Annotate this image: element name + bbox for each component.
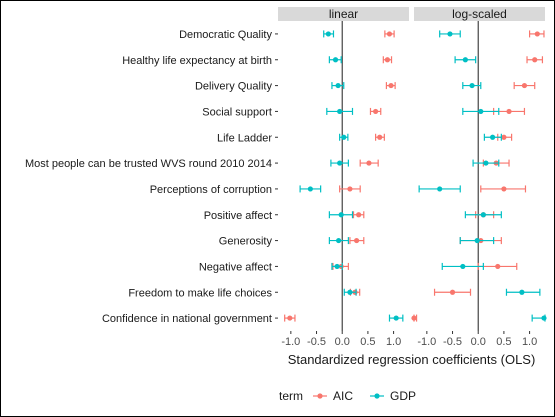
- x-tick-label: -1.0: [281, 336, 300, 348]
- gdp-point: [336, 237, 342, 244]
- gdp-point: [337, 160, 343, 166]
- facet-strip: [414, 7, 545, 21]
- aic-point: [354, 237, 360, 244]
- x-tick-label: 0.0: [335, 336, 350, 348]
- aic-point: [449, 289, 456, 295]
- x-tick-label: -0.5: [443, 336, 462, 348]
- term-label: Democratic Quality: [179, 29, 272, 41]
- aic-point: [386, 31, 393, 37]
- term-label: Positive affect: [204, 210, 272, 222]
- gdp-point: [347, 289, 353, 295]
- gdp-point: [338, 212, 344, 218]
- gdp-point: [460, 263, 466, 270]
- facet-label: linear: [329, 7, 358, 21]
- term-label: Perceptions of corruption: [150, 184, 272, 196]
- legend-key-point: [317, 393, 323, 399]
- x-tick-label: 0.0: [471, 336, 486, 348]
- x-tick-label: 1.0: [522, 336, 537, 348]
- aic-point: [388, 82, 394, 89]
- gdp-point: [325, 31, 331, 37]
- gdp-point: [341, 134, 347, 140]
- gdp-point: [437, 186, 443, 192]
- gdp-point: [474, 237, 480, 244]
- aic-point: [287, 315, 293, 321]
- facet-label: log-scaled: [452, 7, 507, 21]
- facet-strip: [278, 7, 409, 21]
- aic-point: [534, 31, 540, 37]
- panel-background: [414, 21, 545, 331]
- aic-point: [411, 315, 417, 321]
- term-label: Freedom to make life choices: [128, 287, 272, 299]
- aic-point: [521, 82, 528, 89]
- x-axis-title: Standardized regression coefficients (OL…: [288, 352, 536, 367]
- term-label: Most people can be trusted WVS round 201…: [25, 158, 272, 170]
- gdp-point: [393, 315, 399, 321]
- gdp-point: [480, 212, 486, 218]
- aic-point: [377, 134, 383, 140]
- gdp-point: [483, 160, 489, 166]
- aic-point: [532, 57, 538, 63]
- legend-entry-label: GDP: [390, 389, 416, 403]
- legend-key-point: [374, 393, 380, 399]
- x-tick-label: -1.0: [417, 336, 436, 348]
- gdp-point: [335, 82, 341, 89]
- x-tick-label: 0.5: [360, 336, 375, 348]
- aic-point: [501, 134, 507, 140]
- aic-point: [373, 108, 379, 115]
- aic-point: [347, 186, 353, 192]
- gdp-point: [447, 31, 453, 37]
- x-tick-label: -0.5: [307, 336, 326, 348]
- term-label: Negative affect: [199, 261, 272, 273]
- term-label: Generosity: [219, 236, 273, 248]
- legend-entry-label: AIC: [333, 389, 353, 403]
- aic-point: [506, 108, 512, 115]
- gdp-point: [469, 82, 475, 89]
- term-label: Healthy life expectancy at birth: [122, 55, 272, 67]
- term-label: Life Ladder: [217, 132, 272, 144]
- legend-title: term: [279, 389, 303, 403]
- gdp-point: [307, 186, 313, 192]
- aic-point: [384, 57, 391, 63]
- x-tick-label: 0.5: [496, 336, 511, 348]
- aic-point: [501, 186, 507, 192]
- gdp-point: [490, 134, 496, 140]
- gdp-point: [334, 263, 340, 270]
- gdp-point: [519, 289, 525, 295]
- term-label: Social support: [202, 106, 272, 118]
- gdp-point: [462, 57, 468, 63]
- term-label: Confidence in national government: [102, 313, 272, 325]
- panel-background: [278, 21, 409, 331]
- gdp-point: [332, 57, 339, 63]
- gdp-point: [541, 315, 547, 321]
- gdp-point: [337, 108, 343, 115]
- gdp-point: [478, 108, 484, 115]
- x-tick-label: 1.0: [386, 336, 401, 348]
- aic-point: [495, 263, 501, 270]
- aic-point: [356, 212, 362, 218]
- aic-point: [366, 160, 372, 166]
- term-label: Delivery Quality: [195, 81, 273, 93]
